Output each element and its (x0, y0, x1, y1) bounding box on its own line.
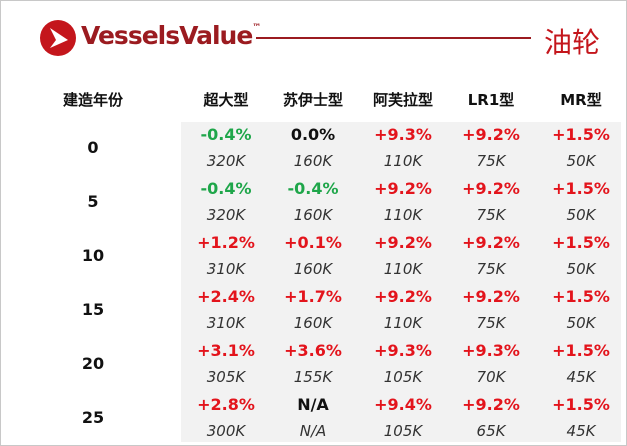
value: 110K (383, 152, 423, 170)
change: +1.2% (197, 233, 255, 252)
value: 300K (206, 422, 246, 440)
value: 75K (476, 314, 506, 332)
value: 320K (206, 206, 246, 224)
change: +9.2% (462, 233, 520, 252)
value: 45K (566, 368, 596, 386)
value: 110K (383, 260, 423, 278)
change: N/A (297, 395, 329, 414)
value: 50K (566, 260, 596, 278)
change: +0.1% (284, 233, 342, 252)
change: +1.7% (284, 287, 342, 306)
value: 50K (566, 152, 596, 170)
build-age: 5 (87, 192, 99, 211)
value: 320K (206, 152, 246, 170)
value: 310K (206, 260, 246, 278)
value: N/A (299, 422, 327, 440)
value: 75K (476, 206, 506, 224)
value: 160K (293, 152, 333, 170)
change: +9.2% (462, 179, 520, 198)
value: 50K (566, 314, 596, 332)
change: +9.3% (374, 341, 432, 360)
change: +9.2% (374, 179, 432, 198)
change: +1.5% (552, 125, 610, 144)
change: +9.2% (462, 125, 520, 144)
change: -0.4% (200, 125, 252, 144)
title: 油轮 (544, 26, 601, 59)
value: 70K (476, 368, 506, 386)
value: 305K (206, 368, 246, 386)
change: +1.5% (552, 179, 610, 198)
change: +9.2% (374, 233, 432, 252)
value: 65K (476, 422, 506, 440)
table-background (181, 122, 621, 442)
column-header: 苏伊士型 (282, 91, 344, 109)
build-age: 15 (81, 300, 105, 319)
value: 110K (383, 206, 423, 224)
column-header: LR1型 (467, 91, 515, 109)
change: +9.2% (462, 287, 520, 306)
change: +9.2% (374, 287, 432, 306)
value: 160K (293, 206, 333, 224)
value: 160K (293, 314, 333, 332)
change: +3.6% (284, 341, 342, 360)
value: 110K (383, 314, 423, 332)
value: 160K (293, 260, 333, 278)
change: +9.3% (462, 341, 520, 360)
change: +1.5% (552, 395, 610, 414)
logo-text: VesselsValue (81, 21, 253, 50)
change: -0.4% (287, 179, 339, 198)
change: +9.2% (462, 395, 520, 414)
column-header: MR型 (560, 91, 602, 109)
build-age: 0 (87, 138, 99, 157)
value: 155K (293, 368, 333, 386)
header-rule (256, 37, 531, 39)
change: -0.4% (200, 179, 252, 198)
change: +3.1% (197, 341, 255, 360)
change: +2.4% (197, 287, 255, 306)
column-header: 超大型 (203, 91, 249, 109)
change: +9.4% (374, 395, 432, 414)
build-age: 20 (81, 354, 105, 373)
value: 310K (206, 314, 246, 332)
build-age: 10 (81, 246, 105, 265)
logo: VesselsValue™ (81, 21, 261, 50)
row-header: 建造年份 (62, 91, 124, 109)
value: 50K (566, 206, 596, 224)
change: 0.0% (290, 125, 336, 144)
change: +1.5% (552, 233, 610, 252)
change: +9.3% (374, 125, 432, 144)
value: 45K (566, 422, 596, 440)
value: 75K (476, 152, 506, 170)
build-age: 25 (81, 408, 105, 427)
value: 75K (476, 260, 506, 278)
trademark: ™ (252, 23, 261, 33)
value: 105K (383, 422, 423, 440)
change: +1.5% (552, 287, 610, 306)
value: 105K (383, 368, 423, 386)
change: +1.5% (552, 341, 610, 360)
change: +2.8% (197, 395, 255, 414)
logo-icon (40, 20, 76, 56)
column-header: 阿芙拉型 (372, 91, 434, 109)
